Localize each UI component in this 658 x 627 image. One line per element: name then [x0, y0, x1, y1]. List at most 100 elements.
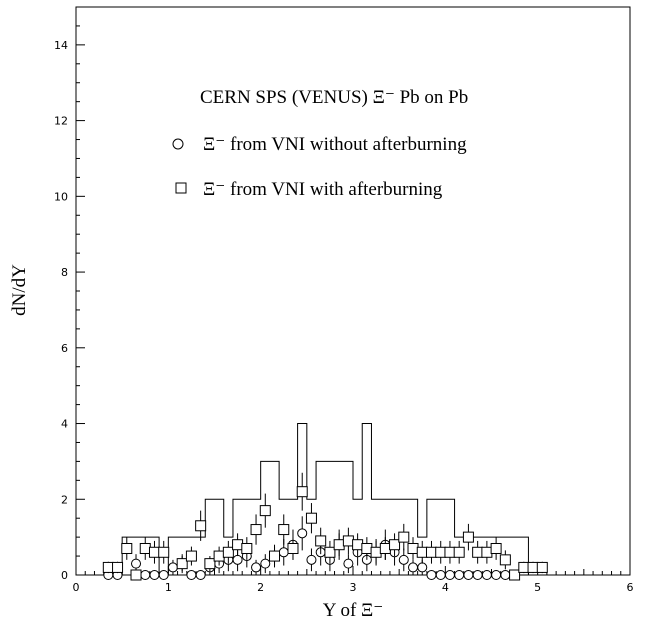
square-point [444, 546, 456, 558]
circle-point [306, 554, 317, 565]
square-point [213, 550, 225, 562]
square-point [389, 539, 401, 551]
square-point [453, 546, 465, 558]
square-point [379, 542, 391, 554]
circle-point [417, 562, 428, 573]
x-tick-label: 3 [350, 581, 357, 594]
square-point [370, 546, 382, 558]
square-point [176, 558, 188, 570]
square-point [121, 542, 133, 554]
square-point [425, 546, 437, 558]
square-point [241, 542, 253, 554]
y-tick-label: 4 [61, 418, 68, 431]
square-point [130, 569, 142, 581]
histogram-step-line [121, 423, 538, 576]
square-point [361, 542, 373, 554]
circle-point [158, 570, 169, 580]
square-point [416, 546, 428, 558]
x-tick-label: 0 [73, 581, 80, 594]
circle-point [195, 570, 206, 580]
x-tick-label: 1 [165, 581, 172, 594]
circle-point [260, 558, 271, 569]
legend-label-with-afterburning: Ξ⁻ from VNI with afterburning [203, 179, 443, 200]
square-point [158, 546, 170, 558]
circle-point [251, 562, 262, 573]
square-point [269, 550, 281, 562]
square-point [509, 569, 521, 581]
square-point [342, 535, 354, 547]
square-point [278, 524, 290, 536]
circle-point [398, 554, 409, 565]
y-tick-label: 12 [54, 115, 68, 128]
series-layer [102, 472, 548, 581]
square-point [490, 542, 502, 554]
square-point [259, 505, 271, 517]
y-tick-label: 14 [54, 39, 68, 52]
square-point [472, 546, 484, 558]
square-point [139, 542, 151, 554]
square-point [195, 520, 207, 532]
square-point [305, 512, 317, 524]
square-point [185, 550, 197, 562]
circle-point [343, 558, 354, 569]
legend: Ξ⁻ from VNI without afterburning Ξ⁻ from… [172, 134, 467, 200]
square-point [352, 539, 364, 551]
y-tick-label: 8 [61, 266, 68, 279]
square-point [287, 542, 299, 554]
square-point [204, 558, 216, 570]
square-point [324, 546, 336, 558]
circle-point [140, 570, 151, 580]
circle-point [463, 570, 474, 580]
square-point [315, 535, 327, 547]
circle-point [491, 570, 502, 580]
y-axis: 0 2 4 6 8 10 12 14 [54, 6, 85, 582]
circle-point [408, 562, 419, 573]
circle-point [278, 547, 289, 558]
circle-point [131, 558, 142, 569]
square-point [296, 486, 308, 498]
series-square [102, 472, 548, 581]
y-tick-label: 6 [61, 342, 68, 355]
x-tick-label: 6 [627, 581, 634, 594]
x-tick-label: 4 [442, 581, 449, 594]
square-point [527, 561, 539, 573]
legend-label-without-afterburning: Ξ⁻ from VNI without afterburning [203, 134, 467, 155]
circle-point [481, 570, 492, 580]
circle-point [167, 562, 178, 573]
square-point [102, 561, 114, 573]
circle-point [454, 570, 465, 580]
circle-point [435, 570, 446, 580]
square-point [481, 546, 493, 558]
circle-point [444, 570, 455, 580]
square-point [222, 546, 234, 558]
y-tick-label: 2 [61, 493, 68, 506]
y-axis-title: dN/dY [9, 264, 30, 316]
circle-point [186, 570, 197, 580]
square-point [499, 554, 511, 566]
x-tick-label: 5 [534, 581, 541, 594]
x-axis: 0 1 2 3 4 5 6 [73, 566, 634, 594]
square-point [518, 561, 530, 573]
x-tick-label: 2 [257, 581, 264, 594]
square-point [333, 539, 345, 551]
square-point [407, 542, 419, 554]
square-point [232, 539, 244, 551]
circle-point [426, 570, 437, 580]
square-point [435, 546, 447, 558]
square-point [112, 561, 124, 573]
chart-title: CERN SPS (VENUS) Ξ⁻ Pb on Pb [200, 87, 468, 108]
y-tick-label: 0 [61, 569, 68, 582]
circle-point [297, 528, 308, 539]
circle-point [500, 570, 511, 580]
y-tick-label: 10 [54, 190, 68, 203]
circle-point [149, 570, 160, 580]
square-point [462, 531, 474, 543]
square-point [398, 531, 410, 543]
x-axis-title: Y of Ξ⁻ [323, 600, 384, 621]
legend-square-marker [175, 182, 187, 194]
legend-circle-marker [172, 138, 184, 150]
circle-point [472, 570, 483, 580]
square-point [250, 524, 262, 536]
histogram-layer [121, 423, 538, 576]
